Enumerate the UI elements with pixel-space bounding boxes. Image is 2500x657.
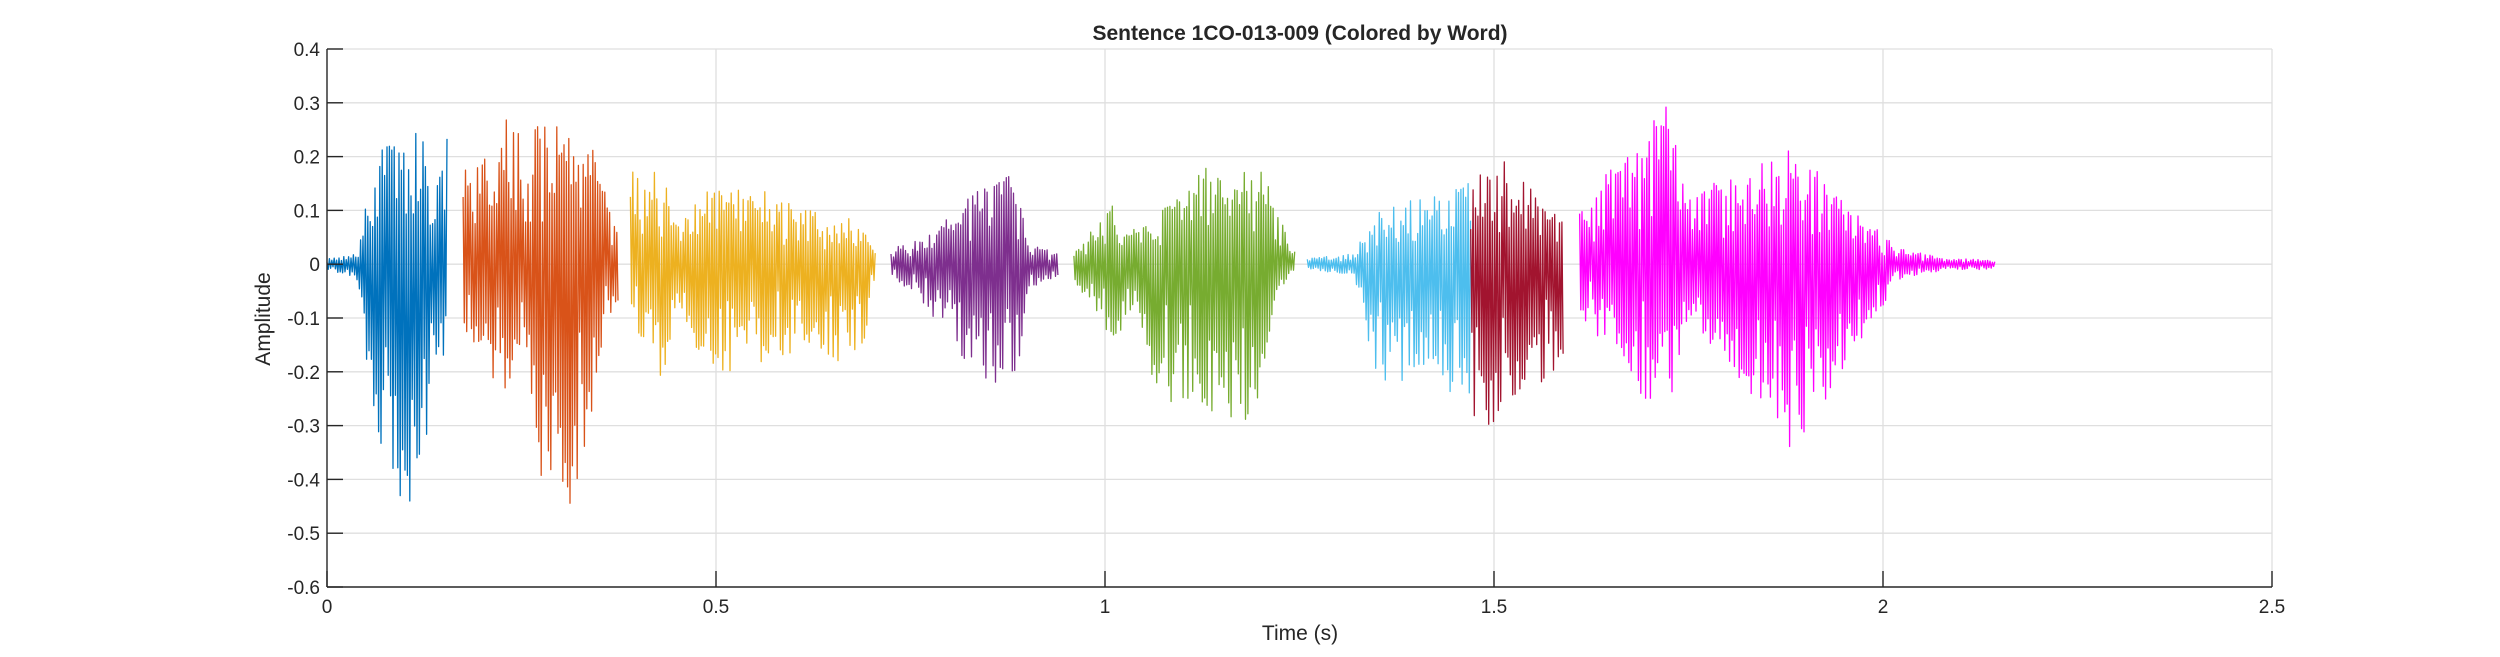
x-tick-label: 1	[1100, 597, 1111, 618]
waveform-plot	[326, 106, 1996, 504]
x-tick-label: 2.5	[2259, 597, 2285, 618]
word-segment-4	[890, 176, 1059, 383]
y-tick-label: -0.1	[287, 309, 320, 330]
word-segment-5	[1073, 167, 1296, 420]
y-tick-label: 0.1	[294, 201, 320, 222]
y-tick-label: 0.4	[294, 40, 321, 61]
y-tick-label: -0.4	[287, 470, 320, 491]
word-segment-1	[326, 132, 448, 502]
y-tick-label: 0	[309, 255, 320, 276]
tick-labels: 0 0.5 1 1.5 2 2.5 -0.6 -0.5 -0.4 -0.3 -0.2 -0.1 0 0.1…	[287, 40, 2285, 618]
y-tick-label: -0.3	[287, 417, 320, 438]
x-tick-label: 0	[322, 597, 333, 618]
word-segment-3	[629, 171, 876, 376]
word-segment-6	[1306, 183, 1472, 394]
word-segment-8	[1578, 106, 1996, 448]
y-tick-label: 0.3	[294, 94, 320, 115]
y-tick-label: 0.2	[294, 148, 320, 169]
y-axis-label: Amplitude	[252, 272, 275, 365]
word-segment-7	[1470, 161, 1564, 425]
x-axis-label: Time (s)	[1262, 622, 1338, 645]
x-tick-label: 0.5	[703, 597, 729, 618]
x-tick-label: 1.5	[1481, 597, 1507, 618]
y-tick-label: -0.6	[287, 578, 320, 599]
y-tick-label: -0.5	[287, 524, 320, 545]
word-segment-2	[462, 119, 619, 504]
x-tick-label: 2	[1878, 597, 1889, 618]
grid	[327, 48, 2273, 587]
axes	[326, 48, 2273, 588]
chart-title: Sentence 1CO-013-009 (Colored by Word)	[1092, 22, 1507, 45]
y-tick-label: -0.2	[287, 363, 320, 384]
